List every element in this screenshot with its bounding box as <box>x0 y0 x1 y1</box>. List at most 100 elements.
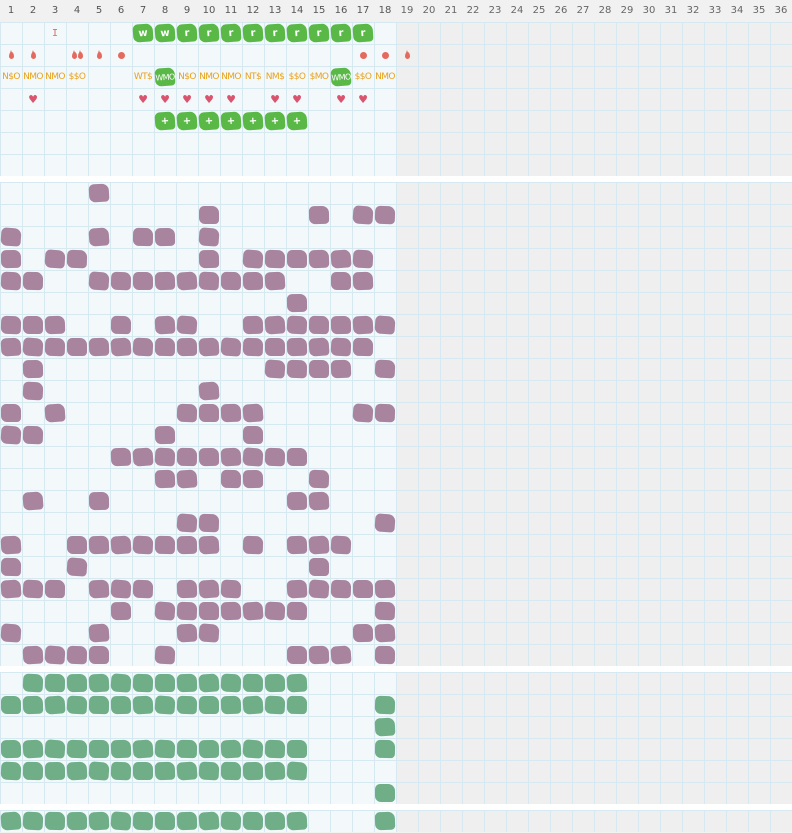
label-cell[interactable]: $MO <box>308 66 330 88</box>
purple-cell[interactable] <box>110 578 132 600</box>
column-header[interactable]: 15 <box>312 5 326 16</box>
teal-cell[interactable] <box>374 716 396 738</box>
teal-bottom-cell[interactable] <box>242 810 264 832</box>
purple-cell[interactable] <box>88 622 110 644</box>
purple-cell[interactable] <box>66 534 88 556</box>
green-plus-cell[interactable]: + <box>198 110 220 132</box>
teal-bottom-cell[interactable] <box>44 810 66 832</box>
purple-cell[interactable] <box>154 314 176 336</box>
heart-cell[interactable]: ♥ <box>352 88 374 110</box>
teal-cell[interactable] <box>264 672 286 694</box>
teal-cell[interactable] <box>44 694 66 716</box>
purple-cell[interactable] <box>198 512 220 534</box>
column-header[interactable]: 18 <box>378 5 392 16</box>
teal-cell[interactable] <box>374 694 396 716</box>
purple-cell[interactable] <box>242 336 264 358</box>
teal-cell[interactable] <box>154 672 176 694</box>
purple-cell[interactable] <box>198 600 220 622</box>
drop-cell[interactable] <box>66 44 88 66</box>
purple-cell[interactable] <box>286 358 308 380</box>
teal-cell[interactable] <box>220 672 242 694</box>
purple-cell[interactable] <box>198 226 220 248</box>
teal-cell[interactable] <box>242 672 264 694</box>
purple-cell[interactable] <box>66 248 88 270</box>
purple-cell[interactable] <box>132 534 154 556</box>
heart-cell[interactable]: ♥ <box>198 88 220 110</box>
purple-cell[interactable] <box>88 336 110 358</box>
teal-cell[interactable] <box>286 672 308 694</box>
purple-cell[interactable] <box>220 446 242 468</box>
heart-cell[interactable]: ♥ <box>286 88 308 110</box>
purple-cell[interactable] <box>264 248 286 270</box>
purple-cell[interactable] <box>308 336 330 358</box>
purple-cell[interactable] <box>154 446 176 468</box>
teal-cell[interactable] <box>44 672 66 694</box>
purple-cell[interactable] <box>198 622 220 644</box>
green-plus-cell[interactable]: + <box>154 110 176 132</box>
teal-cell[interactable] <box>220 694 242 716</box>
purple-cell[interactable] <box>176 446 198 468</box>
purple-cell[interactable] <box>22 270 44 292</box>
teal-cell[interactable] <box>242 760 264 782</box>
label-cell[interactable]: NMO <box>198 66 220 88</box>
column-header[interactable]: 1 <box>7 5 15 16</box>
purple-cell[interactable] <box>22 424 44 446</box>
purple-cell[interactable] <box>308 314 330 336</box>
purple-cell[interactable] <box>110 446 132 468</box>
teal-cell[interactable] <box>242 694 264 716</box>
column-header[interactable]: 12 <box>246 5 260 16</box>
column-header[interactable]: 17 <box>356 5 370 16</box>
green-letter-cell[interactable]: r <box>242 22 264 44</box>
drop-cell[interactable] <box>396 44 418 66</box>
teal-cell[interactable] <box>286 694 308 716</box>
purple-cell[interactable] <box>352 578 374 600</box>
purple-cell[interactable] <box>154 270 176 292</box>
purple-cell[interactable] <box>0 314 22 336</box>
purple-cell[interactable] <box>0 424 22 446</box>
purple-cell[interactable] <box>132 336 154 358</box>
green-plus-cell[interactable]: + <box>220 110 242 132</box>
purple-cell[interactable] <box>352 402 374 424</box>
column-header[interactable]: 27 <box>576 5 590 16</box>
column-header[interactable]: 32 <box>686 5 700 16</box>
purple-cell[interactable] <box>286 314 308 336</box>
teal-cell[interactable] <box>198 694 220 716</box>
purple-cell[interactable] <box>154 468 176 490</box>
purple-cell[interactable] <box>374 578 396 600</box>
column-header[interactable]: 11 <box>224 5 238 16</box>
teal-cell[interactable] <box>66 694 88 716</box>
purple-cell[interactable] <box>330 534 352 556</box>
column-header[interactable]: 13 <box>268 5 282 16</box>
teal-cell[interactable] <box>0 760 22 782</box>
teal-cell[interactable] <box>132 760 154 782</box>
teal-cell[interactable] <box>132 672 154 694</box>
column-header[interactable]: 33 <box>708 5 722 16</box>
purple-cell[interactable] <box>198 204 220 226</box>
purple-cell[interactable] <box>198 402 220 424</box>
teal-cell[interactable] <box>220 738 242 760</box>
teal-bottom-cell[interactable] <box>264 810 286 832</box>
purple-cell[interactable] <box>88 182 110 204</box>
purple-cell[interactable] <box>44 314 66 336</box>
purple-cell[interactable] <box>22 380 44 402</box>
green-letter-cell[interactable]: r <box>176 22 198 44</box>
purple-cell[interactable] <box>132 270 154 292</box>
purple-cell[interactable] <box>110 314 132 336</box>
purple-cell[interactable] <box>352 314 374 336</box>
purple-cell[interactable] <box>374 402 396 424</box>
green-letter-cell[interactable]: w <box>154 22 176 44</box>
green-letter-cell[interactable]: r <box>330 22 352 44</box>
column-header[interactable]: 31 <box>664 5 678 16</box>
teal-cell[interactable] <box>176 738 198 760</box>
column-header[interactable]: 7 <box>139 5 147 16</box>
purple-cell[interactable] <box>330 358 352 380</box>
teal-cell[interactable] <box>220 760 242 782</box>
teal-cell[interactable] <box>0 694 22 716</box>
purple-cell[interactable] <box>374 358 396 380</box>
purple-cell[interactable] <box>220 468 242 490</box>
purple-cell[interactable] <box>330 336 352 358</box>
teal-cell[interactable] <box>88 738 110 760</box>
green-plus-cell[interactable]: + <box>264 110 286 132</box>
teal-cell[interactable] <box>286 738 308 760</box>
teal-cell[interactable] <box>132 694 154 716</box>
